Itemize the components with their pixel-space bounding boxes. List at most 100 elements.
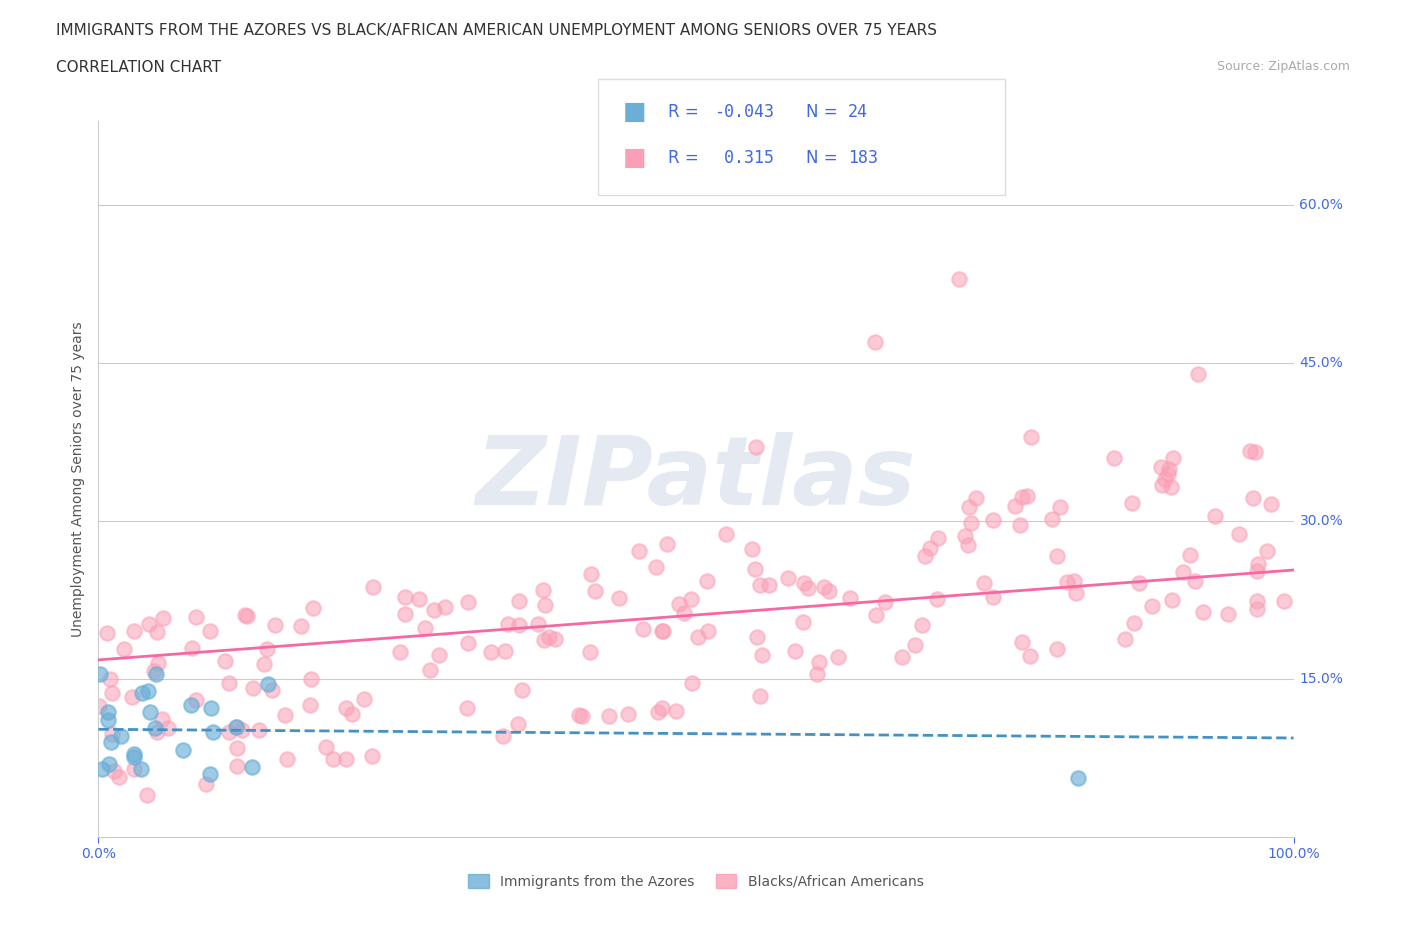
Text: ZIPatlas: ZIPatlas (475, 432, 917, 525)
Point (651, 700, 673, 715)
Point (394, 607, 416, 622)
Point (1004, 498, 1026, 513)
Point (112, 642, 135, 657)
Point (797, 580, 820, 595)
Point (456, 701, 478, 716)
Text: 24: 24 (848, 102, 868, 121)
Point (97, 704, 120, 719)
Point (1160, 592, 1182, 607)
Point (257, 677, 280, 692)
Y-axis label: Unemployment Among Seniors over 75 years: Unemployment Among Seniors over 75 years (70, 321, 84, 637)
Point (434, 600, 457, 615)
Point (408, 591, 430, 606)
Point (745, 630, 768, 644)
Point (817, 584, 839, 599)
Point (981, 590, 1004, 604)
Point (302, 601, 325, 616)
Point (496, 617, 519, 631)
Point (865, 335, 887, 350)
Point (1063, 574, 1085, 589)
Point (531, 582, 554, 597)
Point (145, 724, 167, 739)
Point (714, 526, 737, 541)
Point (233, 607, 256, 622)
Point (1114, 631, 1136, 646)
Point (98, 671, 121, 686)
Point (419, 662, 441, 677)
Point (96, 626, 118, 641)
Point (361, 579, 384, 594)
Text: 45.0%: 45.0% (1299, 356, 1343, 370)
Point (578, 644, 600, 659)
Point (957, 538, 980, 552)
Point (927, 530, 949, 545)
Point (1260, 497, 1282, 512)
Text: 0.315: 0.315 (714, 149, 775, 167)
Point (1019, 430, 1042, 445)
Point (673, 605, 696, 620)
Point (242, 681, 264, 696)
Point (262, 683, 284, 698)
Point (544, 632, 567, 647)
Point (201, 724, 224, 739)
Point (457, 594, 479, 609)
Point (360, 749, 382, 764)
Point (1067, 771, 1090, 786)
Point (568, 708, 591, 723)
Point (186, 693, 208, 708)
Point (1150, 478, 1173, 493)
Point (492, 728, 515, 743)
Text: N =: N = (806, 102, 842, 121)
Point (143, 721, 166, 736)
Point (231, 723, 253, 737)
Point (1246, 564, 1268, 578)
Point (748, 688, 770, 703)
Point (668, 596, 690, 611)
Point (226, 741, 249, 756)
Point (1045, 642, 1067, 657)
Point (838, 591, 860, 605)
Point (394, 590, 416, 604)
Point (865, 607, 887, 622)
Point (508, 593, 530, 608)
Point (194, 777, 217, 791)
Point (101, 727, 124, 742)
Point (89, 667, 111, 682)
Point (335, 752, 357, 767)
Text: -0.043: -0.043 (714, 102, 775, 121)
Point (143, 663, 166, 678)
Point (537, 630, 560, 644)
Point (647, 705, 669, 720)
Point (744, 562, 766, 577)
Point (579, 566, 602, 581)
Point (121, 689, 143, 704)
Text: ■: ■ (623, 146, 647, 170)
Point (1157, 461, 1180, 476)
Point (792, 615, 814, 630)
Point (214, 653, 236, 668)
Point (236, 608, 259, 623)
Point (256, 642, 278, 657)
Point (100, 685, 122, 700)
Point (276, 751, 298, 766)
Text: Source: ZipAtlas.com: Source: ZipAtlas.com (1216, 60, 1350, 73)
Point (627, 544, 650, 559)
Point (1046, 548, 1069, 563)
Point (1123, 616, 1146, 631)
Text: N =: N = (806, 149, 842, 167)
Point (783, 644, 806, 658)
Point (527, 617, 550, 631)
Point (184, 610, 207, 625)
Point (651, 624, 673, 639)
Point (1011, 634, 1033, 649)
Point (98, 756, 121, 771)
Point (1256, 543, 1278, 558)
Point (1049, 499, 1071, 514)
Point (1150, 459, 1173, 474)
Point (960, 515, 983, 530)
Point (290, 618, 312, 633)
Point (741, 541, 763, 556)
Point (696, 574, 718, 589)
Point (124, 750, 146, 764)
Point (299, 671, 322, 686)
